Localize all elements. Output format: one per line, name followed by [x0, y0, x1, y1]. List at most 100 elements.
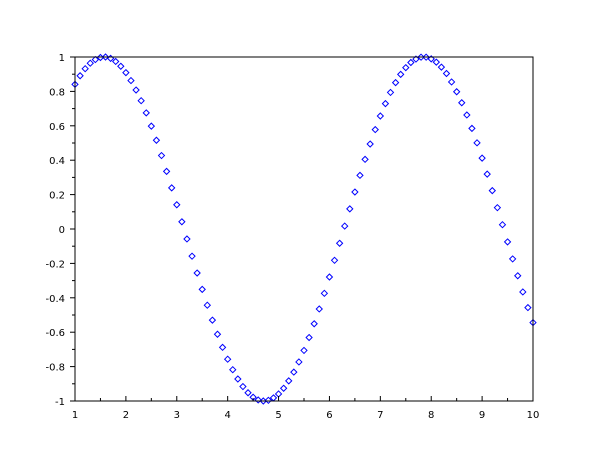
data-point — [519, 288, 527, 296]
y-tick-label: 1 — [59, 53, 65, 64]
x-tick-label: 8 — [428, 410, 434, 421]
data-point — [229, 365, 237, 374]
data-point — [112, 57, 120, 66]
data-point — [381, 99, 390, 108]
y-tick-label: -0.2 — [45, 259, 65, 270]
data-point — [335, 239, 344, 247]
data-point — [376, 112, 385, 120]
data-point — [183, 235, 191, 243]
data-point — [473, 139, 481, 147]
data-point — [412, 55, 420, 63]
y-tick-label: -0.8 — [45, 363, 65, 374]
data-point — [244, 389, 252, 397]
data-point — [162, 167, 171, 176]
data-point — [386, 88, 395, 97]
x-tick-label: 2 — [123, 410, 129, 421]
y-tick-label: 0.6 — [49, 122, 65, 133]
data-point — [127, 76, 135, 85]
data-point — [285, 377, 293, 385]
data-point — [346, 205, 354, 213]
data-point — [483, 170, 491, 178]
data-point — [239, 382, 247, 391]
data-point — [351, 188, 359, 196]
data-point — [178, 218, 186, 226]
data-point — [361, 155, 369, 164]
x-tick-label: 7 — [377, 410, 383, 421]
y-tick-label: 0 — [59, 225, 65, 236]
data-point — [137, 96, 145, 105]
data-point — [402, 63, 410, 72]
data-point — [427, 55, 435, 63]
data-point — [371, 125, 379, 134]
data-point — [106, 54, 115, 63]
x-tick-label: 9 — [479, 410, 485, 421]
data-point — [101, 53, 110, 61]
data-point — [254, 396, 262, 404]
data-point — [488, 186, 496, 195]
y-tick-label: -0.4 — [45, 294, 65, 305]
data-point — [208, 316, 217, 324]
data-point — [223, 355, 232, 363]
data-point — [295, 358, 303, 366]
data-point — [91, 55, 100, 64]
data-point — [167, 184, 176, 192]
data-point — [173, 201, 181, 209]
data-point — [157, 151, 166, 160]
y-tick-label: 0.2 — [49, 191, 65, 202]
data-point — [279, 384, 288, 392]
y-tick-label: 0.4 — [49, 156, 65, 167]
data-point — [305, 333, 313, 342]
data-point — [356, 171, 364, 180]
data-point — [341, 222, 349, 230]
data-point — [290, 368, 298, 376]
data-point — [493, 203, 502, 212]
data-point — [437, 63, 446, 71]
data-point — [132, 86, 140, 94]
x-tick-label: 1 — [72, 410, 78, 421]
data-point — [458, 99, 466, 107]
data-point — [310, 320, 318, 328]
data-point — [203, 301, 212, 309]
data-point — [320, 289, 329, 298]
data-point — [514, 272, 522, 280]
y-tick-label: 0.8 — [49, 87, 65, 98]
data-point — [452, 88, 461, 96]
data-point — [463, 111, 471, 119]
data-point — [468, 124, 476, 133]
data-point — [366, 140, 374, 148]
y-tick-label: -1 — [55, 397, 65, 408]
y-axis: -1 -0.8 -0.6 -0.4 -0.2 0 0.2 0.4 0.6 0.8 1 — [45, 53, 75, 408]
data-point — [447, 78, 456, 86]
data-point — [142, 109, 150, 117]
x-tick-label: 5 — [275, 410, 281, 421]
data-point — [330, 256, 339, 265]
data-point — [417, 53, 425, 61]
data-point — [193, 269, 201, 277]
data-point — [432, 58, 441, 66]
plot-frame — [74, 56, 534, 402]
data-point — [147, 122, 156, 130]
data-point — [396, 70, 405, 79]
x-axis: 1 2 3 4 5 6 7 8 9 10 — [72, 396, 540, 421]
data-point — [234, 375, 242, 383]
data-point — [498, 220, 507, 229]
data-point — [503, 238, 512, 246]
data-point — [300, 346, 308, 355]
data-point — [218, 343, 227, 352]
data-point — [325, 273, 334, 281]
data-point — [152, 136, 161, 144]
data-point — [264, 396, 273, 405]
data-point — [213, 330, 222, 338]
data-point — [508, 255, 517, 263]
data-point — [478, 154, 486, 162]
data-point — [86, 59, 94, 67]
x-tick-label: 3 — [174, 410, 180, 421]
data-point — [391, 78, 400, 87]
x-tick-label: 10 — [527, 410, 540, 421]
data-point — [524, 303, 532, 312]
data-point — [122, 68, 130, 77]
data-point — [198, 285, 206, 294]
x-tick-label: 4 — [224, 410, 230, 421]
data-point — [117, 62, 125, 70]
